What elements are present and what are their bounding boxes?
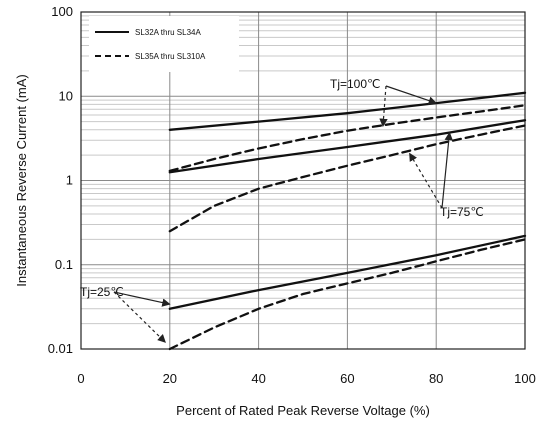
y-tick-label: 10 xyxy=(59,88,73,103)
annotations: Tj=100℃ Tj=75℃ Tj=25℃ xyxy=(80,77,484,343)
x-tick-label: 100 xyxy=(514,371,536,386)
annotation-arrow xyxy=(441,131,453,209)
series-line-solid-tj25 xyxy=(168,234,527,310)
legend-entry-dashed: SL35A thru SL310A xyxy=(135,52,206,61)
x-tick-label: 60 xyxy=(340,371,354,386)
series-lines xyxy=(168,91,527,351)
x-tick-label: 40 xyxy=(251,371,265,386)
series-line-dashed-tj100 xyxy=(168,104,527,173)
series-line-dashed-tj75 xyxy=(168,124,527,233)
legend-entry-solid: SL32A thru SL34A xyxy=(135,28,201,37)
annotation-arrow xyxy=(113,291,166,343)
series-line-solid-tj100 xyxy=(168,91,527,131)
annotation-arrow xyxy=(379,85,388,128)
y-axis-label: Instantaneous Reverse Current (mA) xyxy=(14,74,29,286)
annotation-arrow xyxy=(385,85,437,105)
plot-frame xyxy=(80,11,526,350)
x-tick-label: 20 xyxy=(163,371,177,386)
x-axis-label: Percent of Rated Peak Reverse Voltage (%… xyxy=(176,403,430,418)
y-tick-label: 1 xyxy=(66,173,73,188)
axes: 0.01 0.1 1 10 100 0 20 40 60 80 100 xyxy=(48,4,536,386)
series-line-dashed-tj25 xyxy=(168,238,527,351)
x-tick-label: 0 xyxy=(77,371,84,386)
annotation-arrow xyxy=(409,152,443,209)
annotation-label: Tj=25℃ xyxy=(80,285,124,299)
series-line-solid-tj75 xyxy=(168,119,527,174)
annotation-label: Tj=75℃ xyxy=(440,205,484,219)
y-tick-label: 0.1 xyxy=(55,257,73,272)
annotation-label: Tj=100℃ xyxy=(330,77,381,91)
legend: SL32A thru SL34A SL35A thru SL310A xyxy=(89,16,239,72)
y-tick-label: 0.01 xyxy=(48,341,73,356)
legend-box xyxy=(89,16,239,72)
y-tick-label: 100 xyxy=(51,4,73,19)
x-tick-label: 80 xyxy=(429,371,443,386)
annotation-arrow xyxy=(113,291,171,307)
